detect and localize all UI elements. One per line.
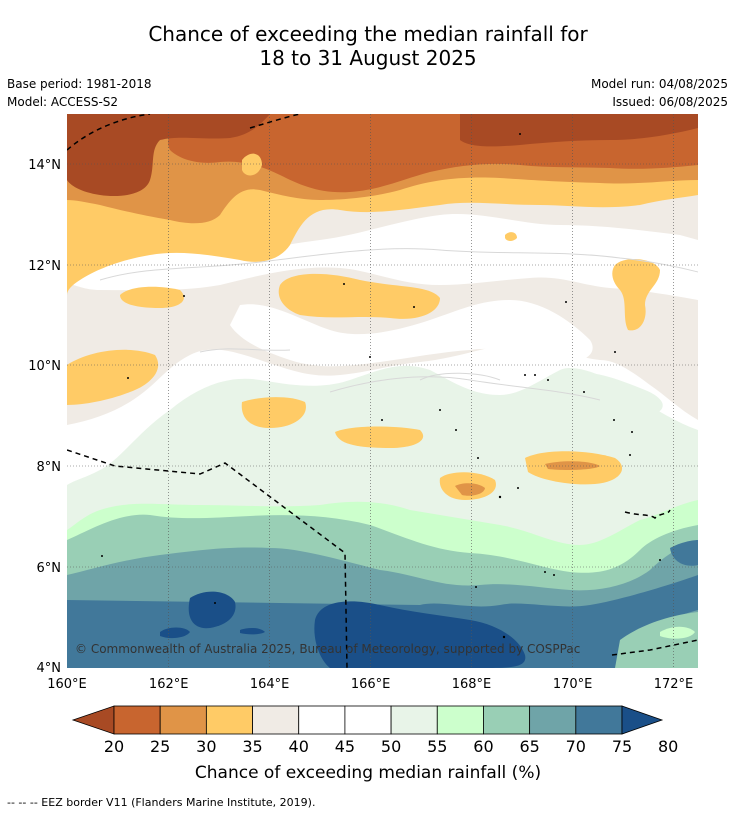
lon-tick-label: 172°E <box>654 677 694 692</box>
patch-yellow-2 <box>278 273 440 319</box>
colorbar-cell <box>390 705 438 735</box>
rainfall-map: © Commonwealth of Australia 2025, Bureau… <box>67 114 698 668</box>
patch-orange-6 <box>455 483 485 496</box>
patch-yellow-9 <box>242 153 262 176</box>
patch-lightgreen-se <box>660 626 695 639</box>
colorbar-title: Chance of exceeding median rainfall (%) <box>195 763 541 783</box>
contour-line-1 <box>99 248 698 281</box>
contour-20-25-east <box>460 114 698 147</box>
map-grid <box>67 114 698 668</box>
colorbar-tick-label: 75 <box>612 737 632 756</box>
lon-tick-label: 160°E <box>47 677 87 692</box>
patch-yellow-1 <box>120 286 184 308</box>
colorbar-tick-label: 70 <box>566 737 586 756</box>
colorbar-tick-label: 50 <box>381 737 401 756</box>
model-text: Model: ACCESS-S2 <box>7 95 119 109</box>
chart-title-line1: Chance of exceeding the median rainfall … <box>148 22 588 46</box>
contour-line-2 <box>329 376 601 401</box>
colorbar-tick-label: 40 <box>289 737 309 756</box>
lat-tick-label: 12°N <box>28 259 61 274</box>
patch-green-se <box>615 612 698 668</box>
contour-white-north <box>67 213 698 300</box>
colorbar-cell <box>159 705 207 735</box>
lon-tick-label: 162°E <box>149 677 189 692</box>
patch-yellow-4 <box>241 397 306 428</box>
colorbar-tick-label: 45 <box>335 737 355 756</box>
lat-tick-labels: 4°N 6°N 8°N 10°N 12°N 14°N <box>28 158 61 676</box>
colorbar-labels: 20 25 30 35 40 45 50 55 60 65 70 75 80 <box>104 737 679 756</box>
contour-20-25 <box>67 114 270 197</box>
lat-tick-label: 4°N <box>37 661 62 676</box>
colorbar-tick-label: 60 <box>473 737 493 756</box>
patch-blue-80-1 <box>314 601 526 668</box>
patch-blue-80-4 <box>240 627 265 635</box>
colorbar-cell <box>344 705 392 735</box>
colorbar-tick-label: 25 <box>150 737 170 756</box>
eez-borders <box>67 114 698 668</box>
lat-tick-label: 14°N <box>28 158 61 173</box>
lat-tick-label: 8°N <box>37 460 62 475</box>
patch-yellow-8 <box>612 258 660 331</box>
lon-tick-label: 164°E <box>250 677 290 692</box>
model-run-text: Model run: 04/08/2025 <box>590 77 728 91</box>
contour-line-4 <box>419 372 501 381</box>
chart-title-line2: 18 to 31 August 2025 <box>259 46 477 70</box>
contour-white-patch <box>230 300 593 367</box>
meta-left: Base period: 1981-2018 Model: ACCESS-S2 <box>7 75 152 111</box>
colorbar-cell <box>298 705 346 735</box>
eez-footnote: -- -- -- EEZ border V11 (Flanders Marine… <box>7 796 316 809</box>
colorbar-tick-label: 20 <box>104 737 124 756</box>
patch-yellow-10 <box>505 232 517 241</box>
patch-yellow-5 <box>335 426 424 448</box>
colorbar-tick-label: 30 <box>196 737 216 756</box>
copyright-text: © Commonwealth of Australia 2025, Bureau… <box>75 642 580 656</box>
colorbar-tick-label: 55 <box>427 737 447 756</box>
patch-blue-80-5 <box>670 540 698 566</box>
patch-yellow-3 <box>67 349 159 405</box>
base-period-text: Base period: 1981-2018 <box>7 77 152 91</box>
patch-blue-80-3 <box>160 627 190 639</box>
lat-tick-label: 6°N <box>37 561 62 576</box>
lon-tick-label: 166°E <box>351 677 391 692</box>
issued-text: Issued: 06/08/2025 <box>612 95 728 109</box>
colorbar-tick-label: 80 <box>658 737 678 756</box>
lon-tick-labels: 160°E 162°E 164°E 166°E 168°E 170°E 172°… <box>47 677 693 692</box>
colorbar-cells <box>113 705 623 735</box>
colorbar-cell <box>529 705 577 735</box>
colorbar-cell <box>436 705 484 735</box>
colorbar: 20 25 30 35 40 45 50 55 60 65 70 75 80 Chance of exc… <box>71 705 679 783</box>
colorbar-tick-label: 35 <box>242 737 262 756</box>
contour-line-3 <box>199 348 291 353</box>
colorbar-cell <box>252 705 300 735</box>
colorbar-cell <box>575 705 623 735</box>
lon-tick-label: 170°E <box>553 677 593 692</box>
colorbar-high-arrow <box>621 705 664 735</box>
lat-tick-label: 10°N <box>28 359 61 374</box>
colorbar-low-arrow <box>71 705 115 735</box>
colorbar-cell <box>113 705 161 735</box>
patch-green-east <box>571 372 663 417</box>
lon-tick-label: 168°E <box>452 677 492 692</box>
meta-right: Model run: 04/08/2025 Issued: 06/08/2025 <box>591 75 728 111</box>
colorbar-tick-label: 65 <box>519 737 539 756</box>
patch-blue-80-2 <box>188 591 236 629</box>
colorbar-cell <box>483 705 531 735</box>
colorbar-cell <box>205 705 253 735</box>
